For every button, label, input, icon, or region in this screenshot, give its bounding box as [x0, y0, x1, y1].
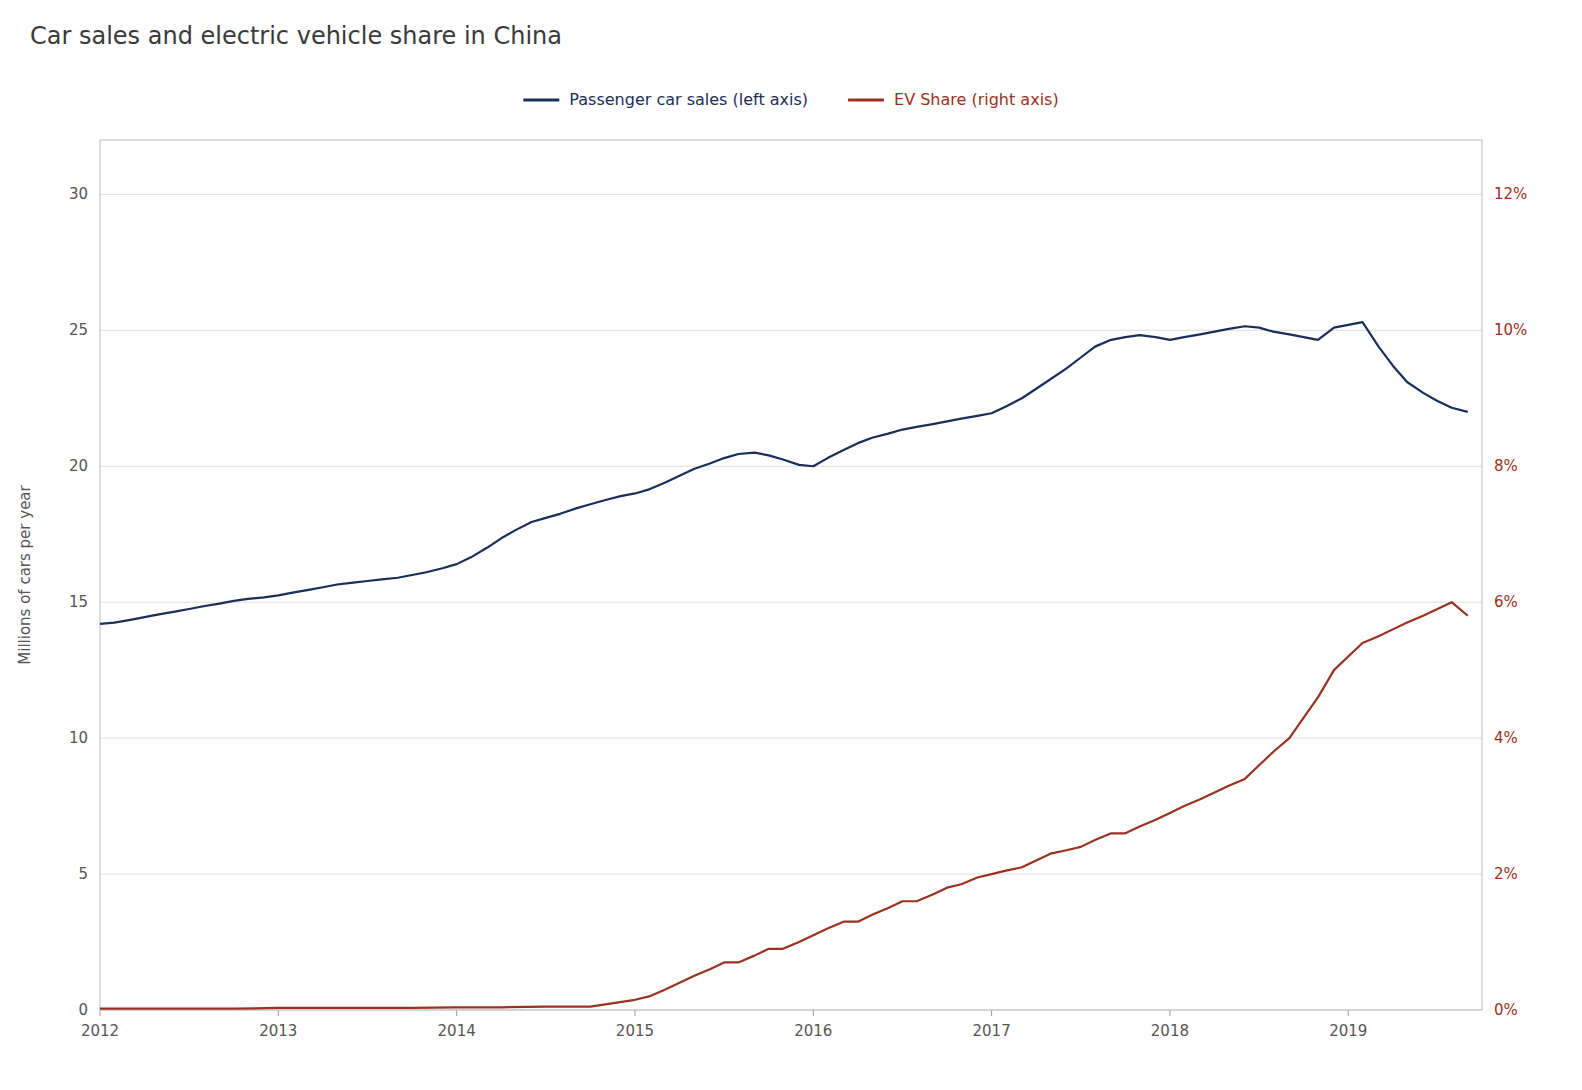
x-tick-label: 2019 [1329, 1022, 1367, 1040]
grid-line [100, 874, 1482, 875]
chart: Car sales and electric vehicle share in … [0, 0, 1582, 1090]
y2-tick-label: 4% [1494, 729, 1518, 747]
y-tick-label: 10 [69, 729, 88, 747]
x-tick [991, 1010, 992, 1016]
x-tick [100, 1010, 101, 1016]
y2-tick-label: 12% [1494, 185, 1527, 203]
y2-tick-label: 0% [1494, 1001, 1518, 1019]
y-tick-label: 30 [69, 185, 88, 203]
series-line [100, 602, 1468, 1008]
x-tick [634, 1010, 635, 1016]
legend-label: Passenger car sales (left axis) [569, 90, 808, 109]
grid-line [100, 738, 1482, 739]
legend-label: EV Share (right axis) [894, 90, 1059, 109]
legend-swatch [523, 99, 559, 102]
lines [100, 322, 1468, 1008]
y-tick-label: 5 [78, 865, 88, 883]
legend: Passenger car sales (left axis) EV Share … [523, 90, 1058, 109]
grid-line [100, 602, 1482, 603]
x-tick-label: 2016 [794, 1022, 832, 1040]
y-tick-label: 25 [69, 321, 88, 339]
plot-frame [100, 140, 1482, 1010]
y2-tick-label: 8% [1494, 457, 1518, 475]
legend-item: Passenger car sales (left axis) [523, 90, 808, 109]
x-tick-label: 2014 [438, 1022, 476, 1040]
x-tick [813, 1010, 814, 1016]
grid-line [100, 466, 1482, 467]
x-tick [456, 1010, 457, 1016]
y-axis-label: Millions of cars per year [16, 484, 34, 664]
grid [100, 194, 1482, 1010]
x-tick [1348, 1010, 1349, 1016]
y2-tick-label: 2% [1494, 865, 1518, 883]
y-tick-label: 15 [69, 593, 88, 611]
y-tick-label: 20 [69, 457, 88, 475]
legend-swatch [848, 99, 884, 102]
x-tick-label: 2018 [1151, 1022, 1189, 1040]
y-tick-label: 0 [78, 1001, 88, 1019]
x-tick [278, 1010, 279, 1016]
x-tick-label: 2017 [973, 1022, 1011, 1040]
x-tick [1169, 1010, 1170, 1016]
series-line [100, 322, 1468, 624]
x-tick-label: 2013 [259, 1022, 297, 1040]
legend-item: EV Share (right axis) [848, 90, 1059, 109]
grid-line [100, 194, 1482, 195]
title: Car sales and electric vehicle share in … [30, 22, 562, 50]
y2-tick-label: 10% [1494, 321, 1527, 339]
x-tick-label: 2015 [616, 1022, 654, 1040]
y2-tick-label: 6% [1494, 593, 1518, 611]
grid-line [100, 330, 1482, 331]
x-tick-label: 2012 [81, 1022, 119, 1040]
